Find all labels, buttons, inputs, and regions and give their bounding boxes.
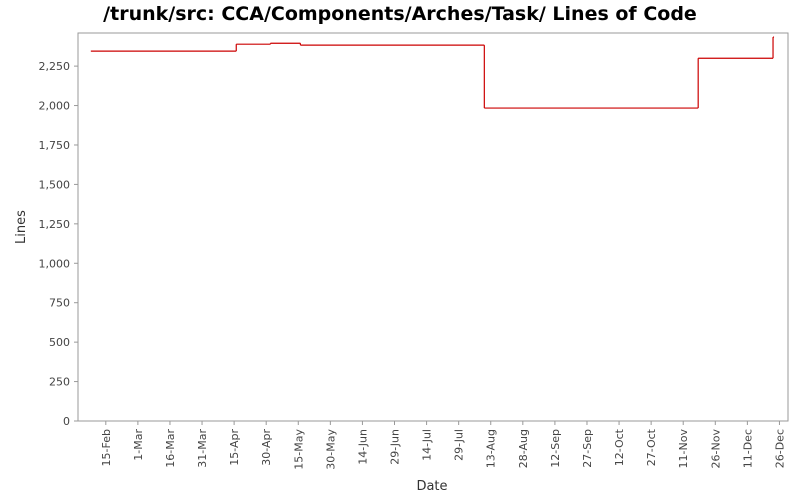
y-axis-label: Lines <box>14 210 29 244</box>
x-tick-label: 30-May <box>324 429 337 470</box>
x-tick-label: 29-Jun <box>389 429 402 465</box>
x-axis-label: Date <box>416 479 447 494</box>
chart-title: /trunk/src: CCA/Components/Arches/Task/ … <box>103 3 697 25</box>
x-tick-label: 12-Oct <box>613 428 626 466</box>
y-tick-label: 500 <box>49 336 70 349</box>
x-tick-label: 26-Nov <box>709 429 722 469</box>
x-tick-label: 14-Jul <box>421 429 434 461</box>
x-tick-label: 11-Nov <box>677 429 690 469</box>
plot-area <box>77 32 789 422</box>
x-tick-label: 31-Mar <box>196 429 209 468</box>
y-tick-label: 1,250 <box>39 218 71 231</box>
y-tick-label: 1,750 <box>39 139 71 152</box>
x-tick-label: 15-May <box>292 429 305 470</box>
y-tick-label: 1,000 <box>39 257 71 270</box>
x-tick-label: 29-Jul <box>453 429 466 461</box>
x-tick-label: 13-Aug <box>485 429 498 468</box>
x-tick-label: 1-Mar <box>132 429 145 461</box>
x-tick-label: 14-Jun <box>356 429 369 465</box>
x-tick-label: 30-Apr <box>260 429 273 466</box>
y-tick-label: 1,500 <box>39 178 71 191</box>
x-tick-label: 15-Apr <box>228 429 241 466</box>
x-tick-label: 15-Feb <box>100 429 113 466</box>
y-tick-label: 750 <box>49 297 70 310</box>
x-tick-label: 27-Sep <box>581 429 594 468</box>
x-tick-label: 27-Oct <box>645 428 658 466</box>
x-tick-label: 12-Sep <box>549 429 562 468</box>
x-tick-label: 28-Aug <box>517 429 530 468</box>
y-tick-label: 0 <box>63 415 70 428</box>
x-tick-label: 11-Dec <box>741 429 754 468</box>
x-tick-label: 26-Dec <box>773 429 786 468</box>
y-tick-label: 2,000 <box>39 100 71 113</box>
x-tick-label: 16-Mar <box>164 429 177 468</box>
y-tick-label: 250 <box>49 376 70 389</box>
y-tick-label: 2,250 <box>39 60 71 73</box>
